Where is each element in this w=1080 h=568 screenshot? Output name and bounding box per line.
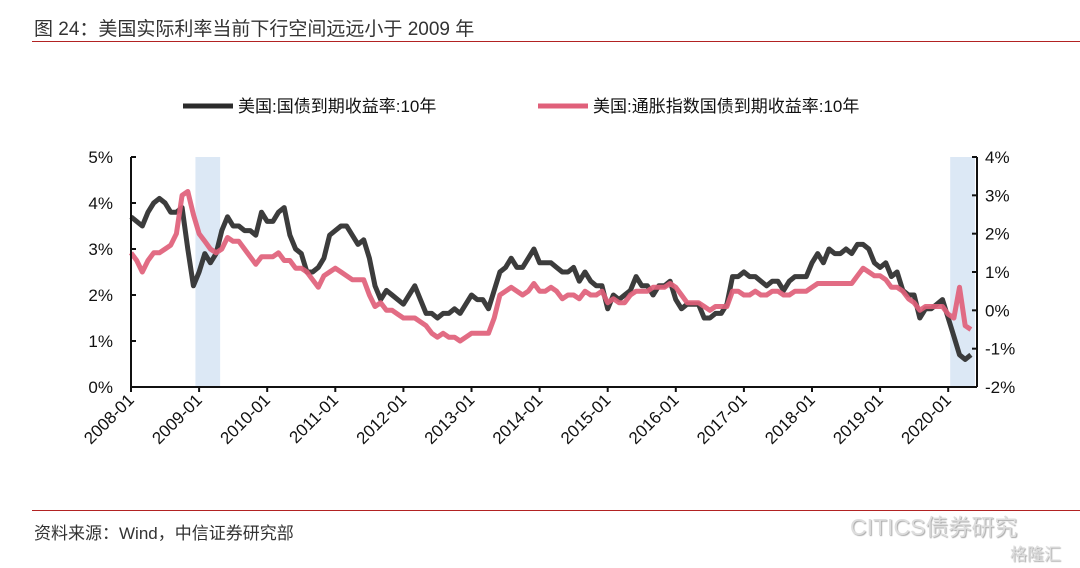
x-tick-label: 2013-01 [421,390,479,448]
right-tick-label: 4% [985,148,1010,167]
right-tick-label: -1% [985,340,1015,359]
x-tick-label: 2009-01 [148,390,206,448]
x-tick-label: 2008-01 [80,390,138,448]
right-tick-label: 3% [985,186,1010,205]
watermark-gelonghui: 格隆汇 [1010,545,1061,564]
left-tick-label: 2% [88,286,113,305]
footer-rule [32,510,1080,511]
right-tick-label: 1% [985,263,1010,282]
x-tick-label: 2011-01 [285,390,342,447]
x-tick-label: 2020-01 [897,390,955,448]
x-tick-label: 2016-01 [625,390,683,448]
chart: 0% 1% 2% 3% 4% 5% -2% -1% 0% 1% 2% 3% 4% 2008-01 2009-… [80,97,1015,448]
legend-label-nominal: 美国:国债到期收益率:10年 [238,97,436,116]
legend: 美国:国债到期收益率:10年 美国:通胀指数国债到期收益率:10年 [183,97,859,116]
source-note: 资料来源：Wind，中信证券研究部 [34,524,294,543]
left-tick-label: 3% [88,240,113,259]
left-tick-label: 1% [88,332,113,351]
right-tick-label: 0% [985,301,1010,320]
x-tick-label: 2019-01 [829,390,887,448]
watermark-citics: CITICS债券研究 [850,514,1018,540]
x-tick-label: 2014-01 [489,390,547,448]
x-tick-label: 2010-01 [216,390,274,448]
title-rule [32,41,1080,42]
right-tick-label: 2% [985,225,1010,244]
legend-label-tips: 美国:通胀指数国债到期收益率:10年 [593,97,859,116]
x-tick-label: 2015-01 [557,390,615,448]
shaded-period-1 [950,157,975,387]
left-tick-label: 5% [88,148,113,167]
right-tick-label: -2% [985,378,1015,397]
x-tick-label: 2017-01 [693,390,751,448]
left-tick-label: 0% [88,378,113,397]
left-tick-label: 4% [88,194,113,213]
series-line-nominal [129,195,973,362]
series-line-tips [128,189,973,344]
x-tick-label: 2018-01 [761,390,819,448]
figure-title: 图 24：美国实际利率当前下行空间远远小于 2009 年 [34,19,475,40]
x-tick-label: 2012-01 [353,390,411,448]
